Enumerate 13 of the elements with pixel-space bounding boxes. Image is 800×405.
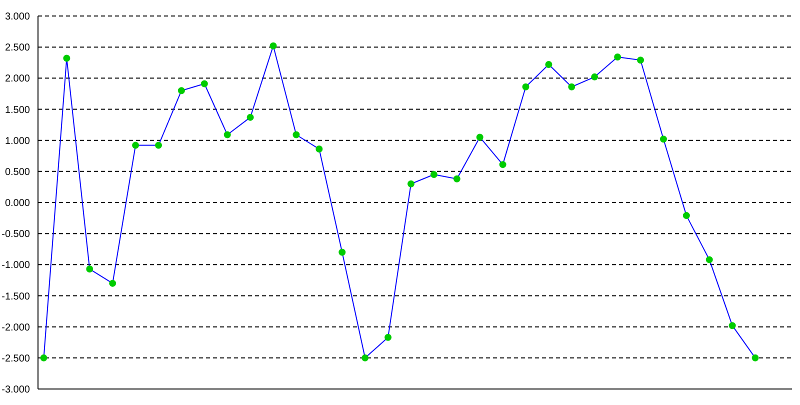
y-tick-label: 0.000 bbox=[4, 198, 30, 210]
y-tick-label: -3.000 bbox=[2, 384, 30, 396]
y-tick-label: -2.500 bbox=[2, 353, 30, 364]
y-tick-label: -2.000 bbox=[2, 322, 30, 334]
y-tick-label: -1.000 bbox=[2, 260, 30, 272]
y-tick-label: 1.000 bbox=[4, 136, 30, 147]
y-tick-label: 1.500 bbox=[4, 104, 30, 116]
y-tick-label: -0.500 bbox=[2, 229, 30, 240]
y-tick-label: 2.500 bbox=[4, 42, 30, 54]
y-tick-label: 0.500 bbox=[4, 166, 30, 178]
y-tick-label: 2.000 bbox=[4, 74, 30, 85]
y-tick-label: -1.500 bbox=[2, 291, 30, 302]
y-tick-label: 3.000 bbox=[4, 12, 30, 23]
